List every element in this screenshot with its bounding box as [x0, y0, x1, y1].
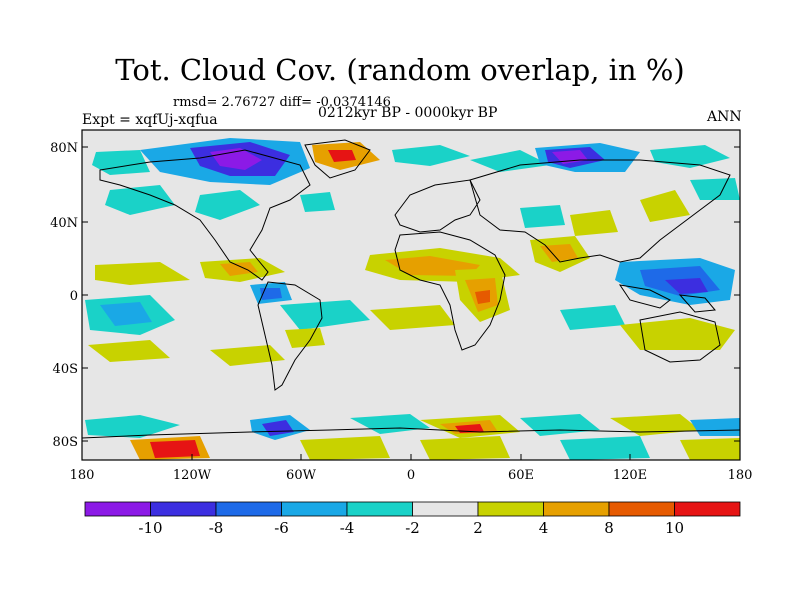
lat-label: 40N [50, 216, 78, 231]
lat-label: 40S [53, 362, 78, 377]
colorbar-swatch [84, 501, 151, 517]
season-label: ANN [707, 109, 742, 125]
colorbar-label: -4 [340, 519, 355, 537]
colorbar-swatch [477, 501, 544, 517]
lat-label: 80S [53, 435, 78, 450]
colorbar-label: -10 [138, 519, 162, 537]
lon-label: 60W [286, 468, 317, 483]
lon-label: 180 [70, 468, 95, 483]
lat-label: 80N [50, 141, 78, 156]
stats-label: rmsd= 2.76727 diff= -0.0374146 [173, 95, 391, 110]
lat-tick-marks [82, 146, 740, 442]
lon-label: 180 [728, 468, 753, 483]
colorbar-labels: -10 -8 -6 -4 -2 2 4 8 10 [138, 519, 684, 537]
anomaly-field [85, 138, 740, 460]
experiment-label: Expt = xqfUj-xqfua [82, 112, 218, 128]
colorbar-swatch [215, 501, 282, 517]
colorbar-swatch [674, 501, 741, 517]
lon-label: 60E [508, 468, 534, 483]
lon-label: 120W [173, 468, 212, 483]
colorbar-label: -8 [209, 519, 224, 537]
map-background [82, 130, 740, 460]
colorbar-swatch [150, 501, 217, 517]
colorbar-label: 8 [604, 519, 614, 537]
colorbar-swatch [543, 501, 610, 517]
colorbar-label: 4 [539, 519, 549, 537]
colorbar-label: -6 [274, 519, 289, 537]
colorbar-label: 2 [473, 519, 483, 537]
colorbar-label: -2 [405, 519, 420, 537]
colorbar-swatch [412, 501, 479, 517]
coastlines [82, 139, 740, 439]
map-title: Tot. Cloud Cov. (random overlap, in %) [115, 53, 685, 87]
colorbar [84, 501, 741, 517]
colorbar-swatch [281, 501, 348, 517]
colorbar-swatch [346, 501, 413, 517]
lat-label: 0 [70, 289, 78, 304]
colorbar-label: 10 [665, 519, 684, 537]
lon-label: 120E [613, 468, 647, 483]
lon-tick-marks [81, 454, 741, 460]
period-label: 0212kyr BP - 0000kyr BP [318, 105, 498, 121]
colorbar-swatch [608, 501, 675, 517]
lon-label: 0 [407, 468, 415, 483]
